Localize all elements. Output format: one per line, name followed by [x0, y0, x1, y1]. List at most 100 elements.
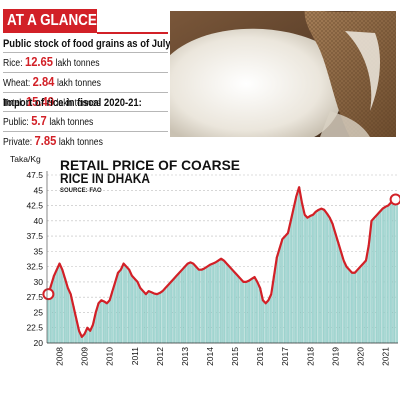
at-a-glance-tag: AT A GLANCE [3, 9, 97, 33]
bar [231, 269, 234, 344]
bar [359, 266, 362, 344]
bar [370, 220, 373, 344]
bar [189, 262, 192, 344]
bar [203, 268, 206, 344]
bar [384, 206, 387, 344]
y-tick-label: 35 [34, 246, 44, 256]
x-tick-label: 2016 [255, 347, 265, 366]
bar [233, 272, 237, 344]
bar [253, 276, 256, 344]
rice-spill [345, 31, 381, 111]
bar [144, 294, 148, 344]
y-axis-title: Taka/Kg [10, 154, 41, 164]
bar [295, 196, 298, 344]
x-tick-label: 2018 [305, 347, 315, 366]
bar [353, 272, 356, 344]
bar [292, 208, 295, 344]
bar [256, 281, 259, 344]
bar [155, 294, 159, 344]
x-tick-label: 2014 [205, 347, 215, 366]
bar [325, 213, 329, 344]
bar [183, 266, 187, 344]
y-tick-label: 22.5 [26, 323, 43, 333]
bar [314, 211, 317, 344]
bar [102, 301, 106, 344]
x-tick-label: 2020 [355, 347, 365, 366]
import-row-public: Public: 5.7 lakh tonnes [3, 113, 145, 130]
bar [114, 281, 117, 344]
bar [105, 303, 109, 344]
y-tick-label: 37.5 [26, 231, 43, 241]
bar [66, 287, 70, 344]
bar [222, 260, 226, 344]
bar [362, 263, 365, 344]
import-value: 5.7 [31, 113, 47, 128]
bar [111, 290, 114, 344]
bar [317, 209, 320, 344]
bar [247, 280, 251, 344]
bar [167, 284, 170, 344]
x-tick-label: 2021 [381, 347, 391, 366]
y-tick-label: 40 [34, 216, 44, 226]
import-heading: Import of rice in fiscal 2020-21: [3, 97, 142, 109]
bar [387, 205, 390, 344]
bar [133, 278, 136, 344]
bar [217, 260, 220, 344]
bar [250, 278, 253, 344]
bar [364, 260, 368, 344]
bar [348, 269, 351, 344]
y-axis: 20 22.5 25 27.5 30 32.5 35 37.5 40 42.5 45 47.5 [26, 170, 48, 348]
bar [214, 262, 217, 344]
bar [303, 214, 306, 344]
bar [286, 232, 290, 344]
chart-title-line-1: RETAIL PRICE OF COARSE [60, 157, 240, 173]
bar [108, 300, 111, 344]
bar [192, 263, 195, 344]
bar [236, 275, 239, 344]
stock-row-wheat: Wheat: 2.84 lakh tonnes [3, 74, 145, 91]
stock-unit: lakh tonnes [56, 78, 101, 89]
bar [194, 266, 198, 344]
y-tick-label: 32.5 [26, 262, 43, 272]
food-grain-stock-block: Public stock of food grains as of July 1… [3, 37, 186, 111]
bar [89, 330, 92, 344]
bar [153, 293, 156, 344]
bar [219, 258, 223, 344]
bar [208, 264, 212, 344]
x-tick-label: 2012 [155, 347, 165, 366]
x-tick-label: 2019 [330, 347, 340, 366]
x-tick-label: 2010 [105, 347, 115, 366]
line-series [42, 186, 400, 338]
stock-value: 2.84 [32, 74, 55, 89]
bar [180, 269, 184, 344]
y-tick-label: 30 [34, 277, 44, 287]
bar [125, 266, 128, 344]
x-axis: 2008 2009 2010 2011 2012 2013 2014 2015 2016 2017… [47, 342, 398, 366]
bar [169, 281, 173, 344]
bar [311, 214, 315, 344]
bar [328, 217, 331, 344]
bar [356, 269, 359, 344]
x-tick-label: 2015 [230, 347, 240, 366]
bar [164, 287, 167, 344]
y-tick-label: 27.5 [26, 292, 43, 302]
bar [284, 235, 287, 344]
x-tick-label: 2011 [130, 347, 140, 366]
import-value: 7.85 [34, 133, 57, 148]
y-tick-label: 45 [34, 185, 44, 195]
bar [128, 269, 131, 344]
bar [297, 187, 301, 344]
stock-row-total: Total: 15.49 lakh tonnes [3, 94, 145, 111]
bar [336, 242, 340, 344]
start-point-marker [42, 288, 55, 301]
bar [309, 215, 312, 344]
bar [178, 272, 181, 344]
bar [275, 257, 278, 344]
bar [258, 287, 262, 344]
chart-title-line-2: RICE IN DHAKA [60, 170, 150, 186]
divider [3, 92, 168, 93]
rice-pile [170, 28, 345, 137]
stock-value: 15.49 [25, 94, 54, 109]
bar [267, 300, 270, 344]
